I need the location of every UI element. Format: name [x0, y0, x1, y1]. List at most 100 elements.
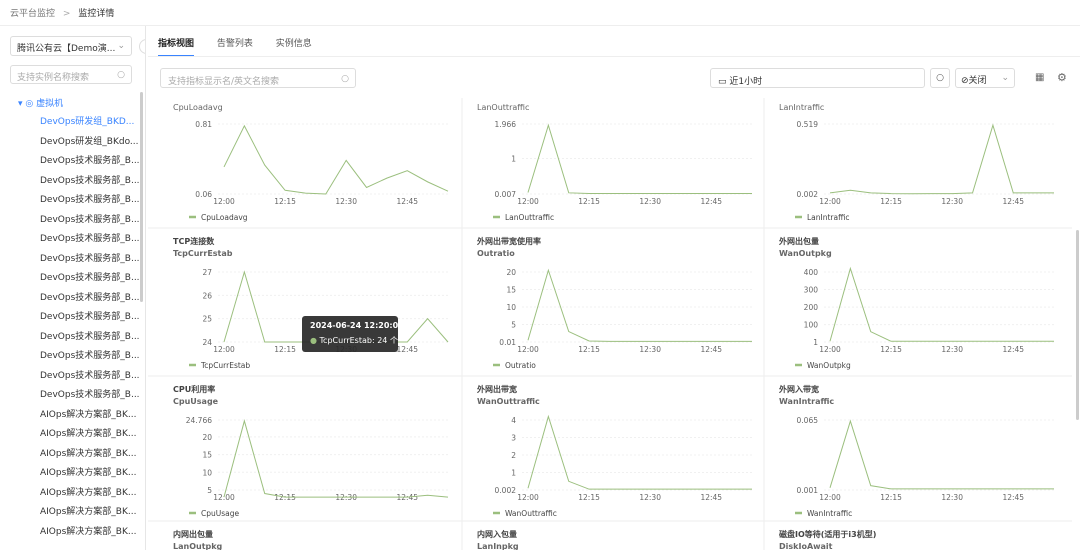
time-label: 近1小时 — [729, 77, 763, 87]
y-tick-label: 10 — [202, 468, 212, 477]
x-tick-label: 12:15 — [578, 493, 600, 502]
x-tick-label: 12:15 — [880, 345, 902, 354]
instance-item[interactable]: DevOps研发组_BKdo... — [40, 136, 139, 147]
y-tick-label: 0.007 — [495, 190, 517, 199]
instance-item[interactable]: DevOps技术服务部_B... — [40, 370, 140, 381]
layout-icon[interactable]: ▦ — [1035, 72, 1045, 83]
chart-title: TCP连接数 — [173, 236, 215, 246]
refresh-button[interactable]: ○ — [930, 68, 950, 88]
legend-label: TcpCurrEstab — [200, 361, 250, 370]
x-tick-label: 12:00 — [517, 345, 539, 354]
instance-item[interactable]: DevOps技术服务部_B... — [40, 292, 140, 303]
x-tick-label: 12:45 — [700, 197, 722, 206]
x-tick-label: 12:00 — [819, 345, 841, 354]
tooltip-time: 2024-06-24 12:20:00 — [310, 321, 404, 330]
instance-item[interactable]: DevOps技术服务部_B... — [40, 390, 140, 400]
placeholder: 支持指标显示名/英文名搜索 — [168, 77, 280, 87]
legend-label: WanOutpkg — [807, 361, 851, 370]
series-line — [223, 419, 449, 498]
instance-item[interactable]: AIOps解决方案部_BK... — [40, 429, 137, 439]
y-tick-label: 400 — [804, 268, 819, 277]
series-line — [829, 419, 1054, 490]
x-tick-label: 12:00 — [819, 197, 841, 206]
instance-search[interactable]: 支持实例名称搜索 ○ — [10, 65, 132, 84]
chart-title: 内网出包量 — [173, 529, 213, 539]
chart-title: 磁盘IO等待(适用于i3机型) — [779, 529, 876, 539]
account-select[interactable]: 腾讯公有云【Demo演... ⌄ — [10, 36, 132, 56]
chart-title: 外网入带宽 — [779, 384, 819, 394]
y-tick-label: 15 — [202, 451, 212, 460]
x-tick-label: 12:30 — [941, 493, 963, 502]
tab[interactable]: 实例信息 — [275, 39, 312, 49]
y-tick-label: 20 — [202, 433, 212, 442]
placeholder: 支持实例名称搜索 — [17, 73, 90, 83]
y-tick-label: 0.065 — [797, 416, 819, 425]
x-tick-label: 12:45 — [1002, 493, 1024, 502]
settings-icon[interactable]: ⚙ — [1057, 71, 1067, 84]
tooltip-row: ● TcpCurrEstab: 24 个 — [310, 336, 398, 345]
scrollbar[interactable] — [1076, 230, 1079, 420]
y-tick-label: 24 — [202, 338, 212, 347]
instance-item[interactable]: AIOps解决方案部_BK... — [40, 468, 137, 478]
instance-item[interactable]: DevOps技术服务部_B... — [40, 273, 140, 283]
account-label: 腾讯公有云【Demo演... — [17, 44, 116, 54]
sidebar: 腾讯公有云【Demo演...⌄ ‹ 支持实例名称搜索○ ▾ ◎ 虚拟机 DevO… — [0, 26, 146, 550]
instance-item[interactable]: AIOps解决方案部_BK... — [40, 507, 137, 517]
chart-metric: LanInpkg — [477, 542, 519, 550]
scrollbar[interactable] — [140, 92, 143, 302]
y-tick-label: 200 — [804, 303, 819, 312]
x-tick-label: 12:15 — [578, 197, 600, 206]
time-picker[interactable]: ▭ 近1小时 — [710, 68, 925, 88]
tab[interactable]: 告警列表 — [216, 39, 253, 49]
tree-group[interactable]: ▾ ◎ 虚拟机 — [18, 99, 64, 109]
tabs: 指标视图 告警列表 实例信息 — [158, 36, 312, 57]
series-line — [223, 124, 449, 195]
tooltip-label: TcpCurrEstab: — [319, 336, 375, 345]
y-tick-label: 5 — [207, 486, 212, 495]
instance-item[interactable]: AIOps解决方案部_BK... — [40, 526, 137, 537]
chart-metric: WanIntraffic — [779, 397, 834, 406]
instance-item[interactable]: AIOps解决方案部_BK... — [40, 448, 137, 459]
tab[interactable]: 指标视图 — [158, 39, 195, 57]
chart-metric: Outratio — [477, 249, 515, 258]
instance-item[interactable]: DevOps研发组_BKD... — [40, 117, 135, 127]
instance-item[interactable]: AIOps解决方案部_BK... — [40, 487, 137, 498]
instance-item[interactable]: DevOps技术服务部_B... — [40, 331, 140, 342]
breadcrumb: 云平台监控 > 监控详情 — [10, 6, 114, 19]
y-tick-label: 10 — [506, 303, 516, 312]
instance-item[interactable]: DevOps技术服务部_B... — [40, 234, 140, 244]
breadcrumb-link[interactable]: 云平台监控 — [10, 9, 56, 19]
instance-item[interactable]: DevOps技术服务部_B... — [40, 175, 140, 186]
instance-item[interactable]: DevOps技术服务部_B... — [40, 312, 140, 322]
chart-metric: WanOutpkg — [779, 249, 832, 258]
x-tick-label: 12:15 — [880, 197, 902, 206]
tooltip: 2024-06-24 12:20:00 ● TcpCurrEstab: 24 个 — [302, 316, 404, 352]
y-tick-label: 15 — [506, 286, 516, 295]
chart-metric: LanOuttraffic — [477, 103, 529, 112]
y-tick-label: 2 — [511, 451, 516, 460]
y-tick-label: 0.002 — [797, 190, 819, 199]
chart-metric: LanIntraffic — [779, 103, 824, 112]
instance-item[interactable]: DevOps技术服务部_B... — [40, 214, 140, 225]
instance-item[interactable]: DevOps技术服务部_B... — [40, 351, 140, 361]
legend-label: LanIntraffic — [807, 213, 850, 222]
instance-item[interactable]: DevOps技术服务部_B... — [40, 156, 140, 166]
x-tick-label: 12:30 — [335, 197, 357, 206]
chart-metric: TcpCurrEstab — [173, 249, 233, 258]
x-tick-label: 12:45 — [1002, 197, 1024, 206]
instance-item[interactable]: DevOps技术服务部_B... — [40, 195, 140, 205]
metric-search[interactable]: 支持指标显示名/英文名搜索 ○ — [160, 68, 356, 88]
search-icon: ○ — [117, 70, 125, 80]
y-tick-label: 20 — [506, 268, 516, 277]
x-tick-label: 12:00 — [213, 345, 235, 354]
series-line — [527, 268, 752, 342]
y-tick-label: 25 — [202, 315, 212, 324]
refresh-label: 关闭 — [968, 76, 987, 86]
instance-item[interactable]: AIOps解决方案部_BK... — [40, 409, 137, 420]
y-tick-label: 1 — [511, 469, 516, 478]
x-tick-label: 12:15 — [274, 345, 296, 354]
y-tick-label: 0.002 — [495, 486, 517, 495]
chart-metric: WanOuttraffic — [477, 397, 540, 406]
auto-refresh-select[interactable]: ⊘关闭 ⌄ — [955, 68, 1015, 88]
instance-item[interactable]: DevOps技术服务部_B... — [40, 253, 140, 264]
